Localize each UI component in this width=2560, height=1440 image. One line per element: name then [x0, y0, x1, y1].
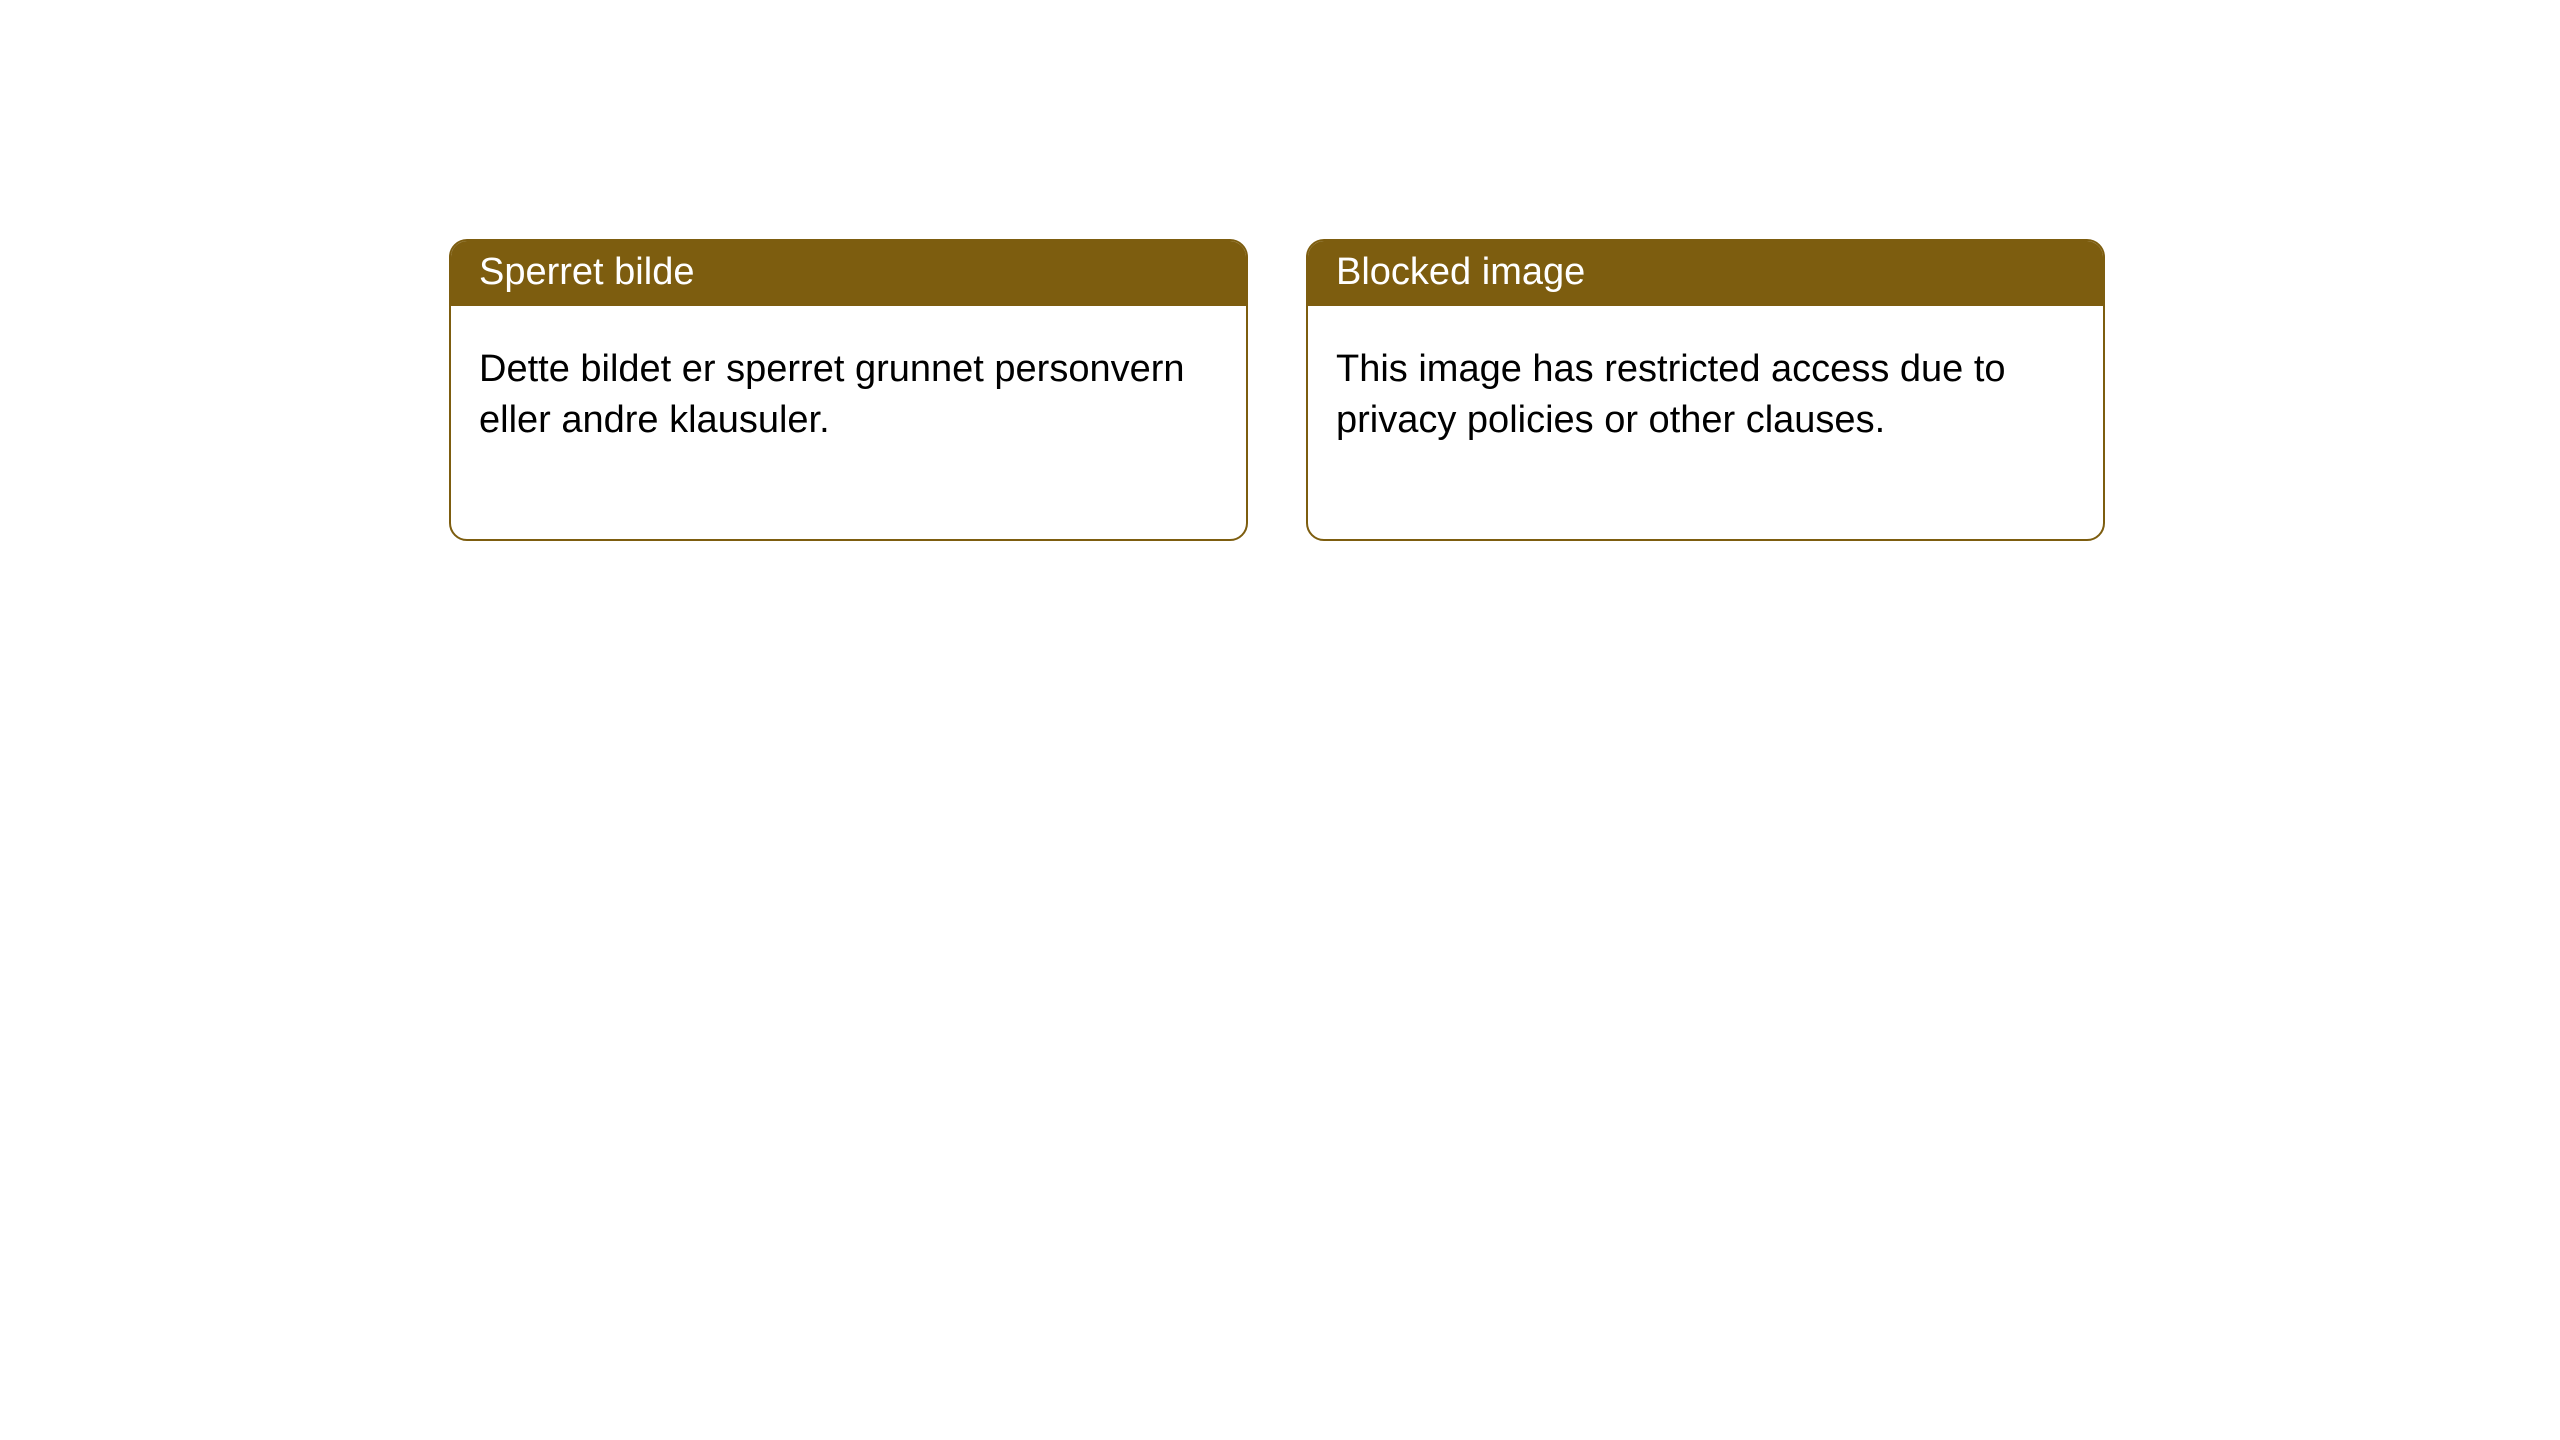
notice-body: Dette bildet er sperret grunnet personve… — [451, 306, 1246, 539]
notice-header: Sperret bilde — [451, 241, 1246, 306]
notice-container: Sperret bilde Dette bildet er sperret gr… — [449, 239, 2105, 541]
notice-box-english: Blocked image This image has restricted … — [1306, 239, 2105, 541]
notice-box-norwegian: Sperret bilde Dette bildet er sperret gr… — [449, 239, 1248, 541]
notice-header: Blocked image — [1308, 241, 2103, 306]
notice-body: This image has restricted access due to … — [1308, 306, 2103, 539]
